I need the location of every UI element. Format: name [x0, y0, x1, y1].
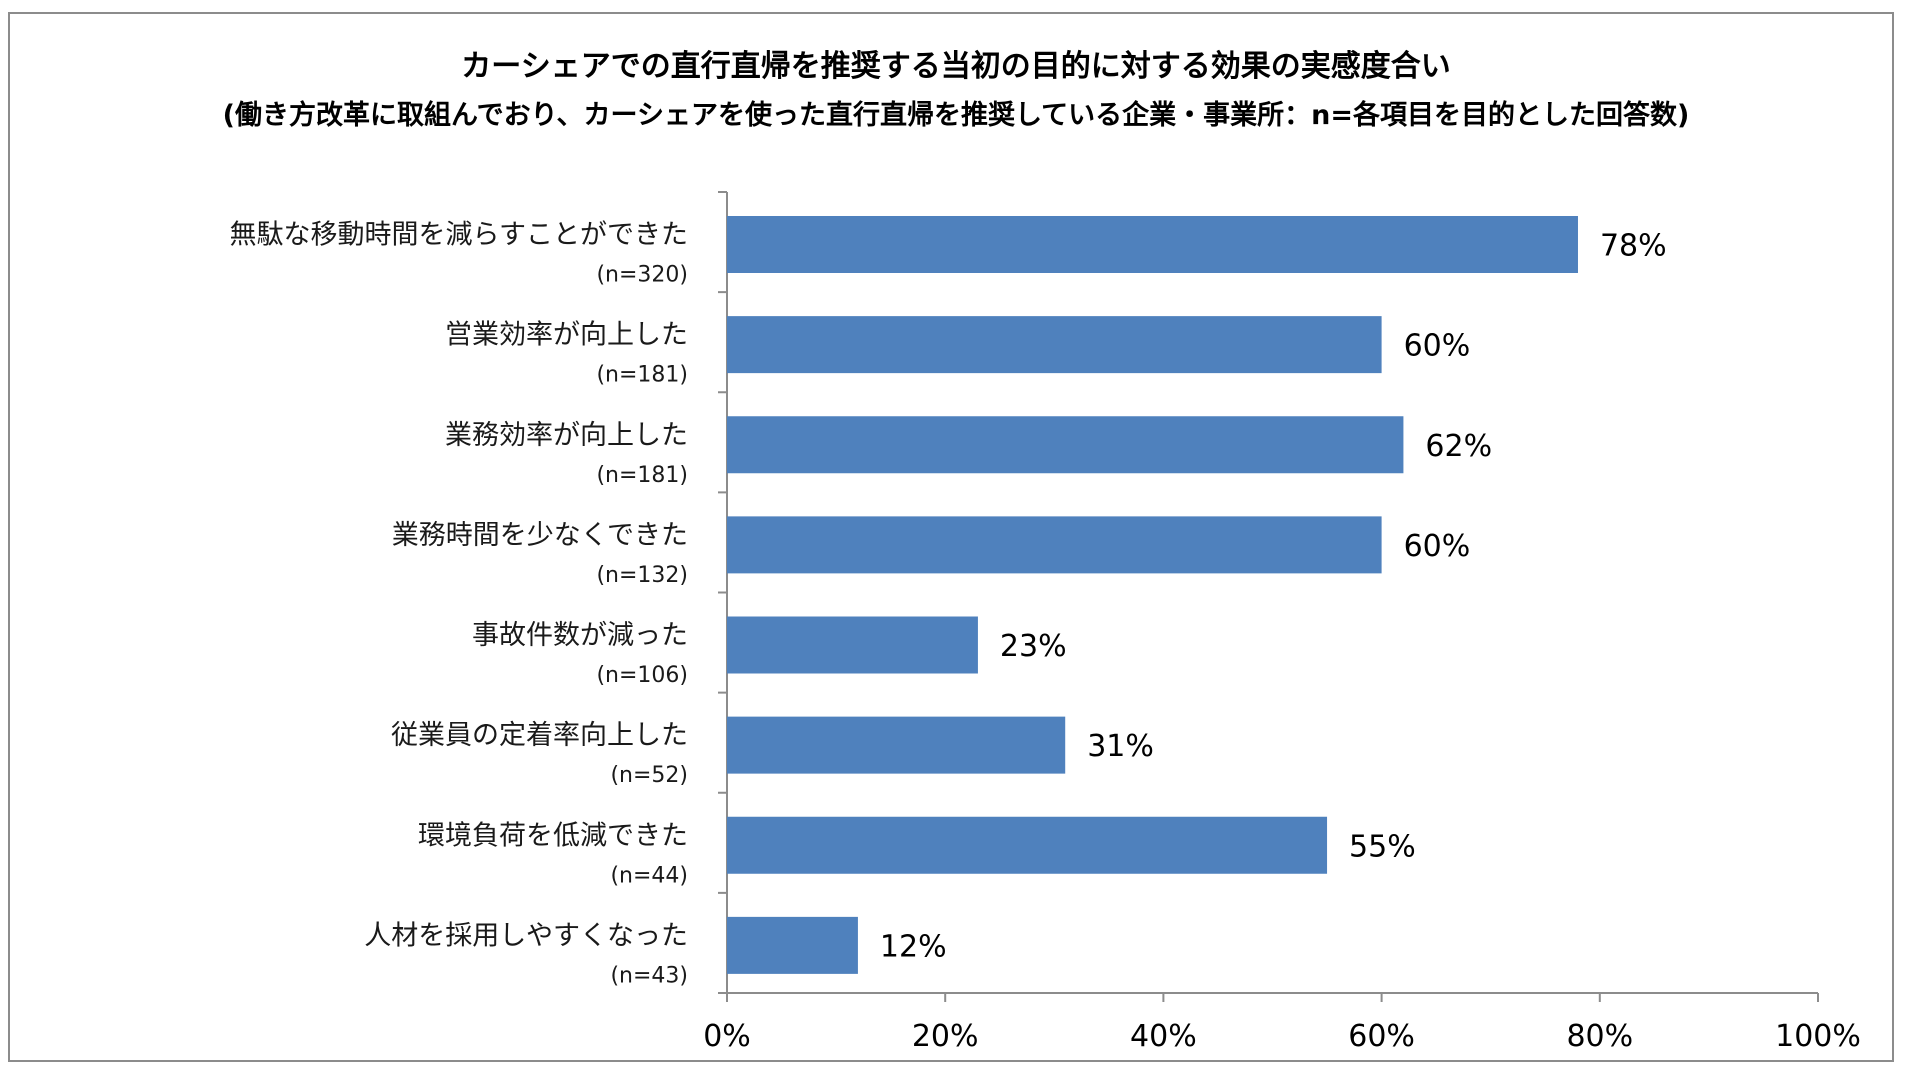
category-label: 人材を採用しやすくなった [364, 920, 688, 951]
x-tick-label: 0% [703, 1019, 751, 1054]
plot-area: 0% 20% 40% 60% 80% 100% 78% 無駄な移動時間を減らすことができた (n… [230, 191, 1861, 1054]
x-tick-label: 40% [1130, 1019, 1197, 1054]
category-label: 事故件数が減った [472, 620, 688, 651]
bar-value-label: 78% [1600, 229, 1667, 264]
bar [727, 616, 978, 674]
bar [727, 516, 1382, 574]
sample-size-label: (n=52) [610, 763, 688, 788]
x-tick-label: 20% [912, 1019, 979, 1054]
bar-value-label: 60% [1404, 529, 1471, 564]
sample-size-label: (n=181) [596, 363, 688, 388]
bar-value-label: 12% [880, 929, 947, 964]
bar-value-label: 62% [1425, 429, 1492, 464]
category-label: 業務効率が向上した [445, 420, 688, 451]
bar [727, 716, 1066, 774]
sample-size-label: (n=132) [596, 563, 688, 588]
chart-subtitle: (働き方改革に取組んでおり、カーシェアを使った直行直帰を推奨している企業・事業所… [223, 99, 1690, 131]
sample-size-label: (n=44) [610, 863, 688, 888]
bar [727, 816, 1328, 874]
chart-title: カーシェアでの直行直帰を推奨する当初の目的に対する効果の実感度合い [461, 49, 1450, 84]
sample-size-label: (n=43) [610, 963, 688, 988]
bar [727, 916, 858, 974]
bar-value-label: 23% [1000, 629, 1067, 664]
x-tick-label: 80% [1566, 1019, 1633, 1054]
category-label: 営業効率が向上した [445, 320, 688, 351]
bar [727, 316, 1382, 374]
bar-value-label: 31% [1087, 729, 1154, 764]
sample-size-label: (n=320) [596, 263, 688, 288]
category-label: 業務時間を少なくできた [392, 520, 688, 551]
category-label: 従業員の定着率向上した [391, 720, 688, 751]
x-tick-label: 100% [1775, 1019, 1861, 1054]
bar-value-label: 55% [1349, 829, 1416, 864]
bar-value-label: 60% [1404, 329, 1471, 364]
bar [727, 216, 1578, 273]
sample-size-label: (n=106) [596, 663, 688, 688]
x-tick-label: 60% [1348, 1019, 1415, 1054]
bar [727, 416, 1404, 474]
sample-size-label: (n=181) [596, 463, 688, 488]
category-label: 環境負荷を低減できた [418, 820, 688, 851]
category-label: 無駄な移動時間を減らすことができた [230, 220, 688, 251]
